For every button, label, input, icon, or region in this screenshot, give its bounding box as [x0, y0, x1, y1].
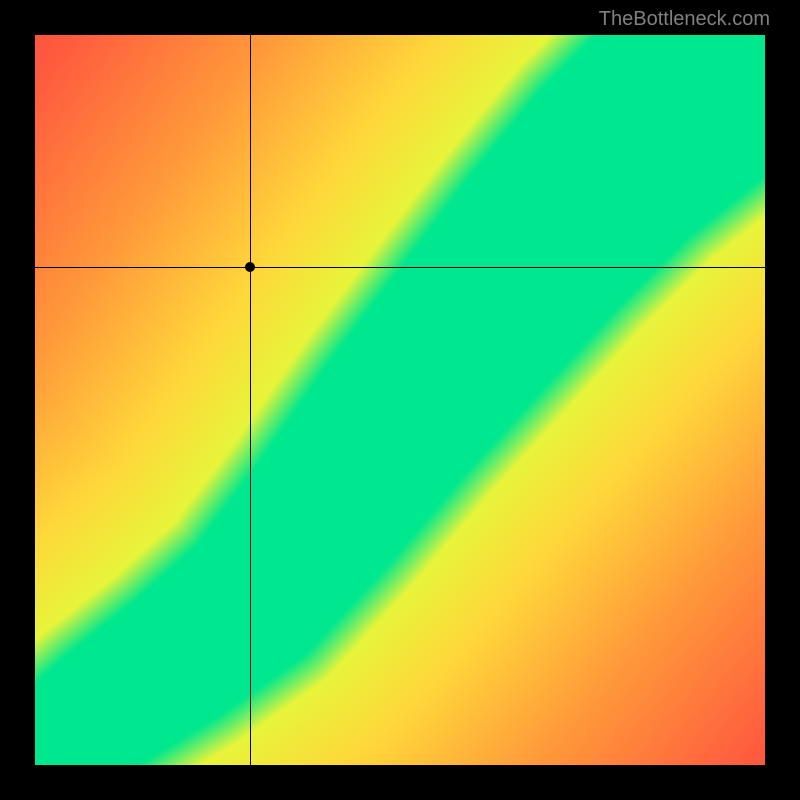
heatmap-canvas: [35, 35, 765, 765]
crosshair-vertical: [250, 35, 251, 765]
crosshair-horizontal: [35, 267, 765, 268]
heatmap-plot: [35, 35, 765, 765]
watermark-text: TheBottleneck.com: [599, 8, 770, 31]
crosshair-point: [245, 262, 255, 272]
